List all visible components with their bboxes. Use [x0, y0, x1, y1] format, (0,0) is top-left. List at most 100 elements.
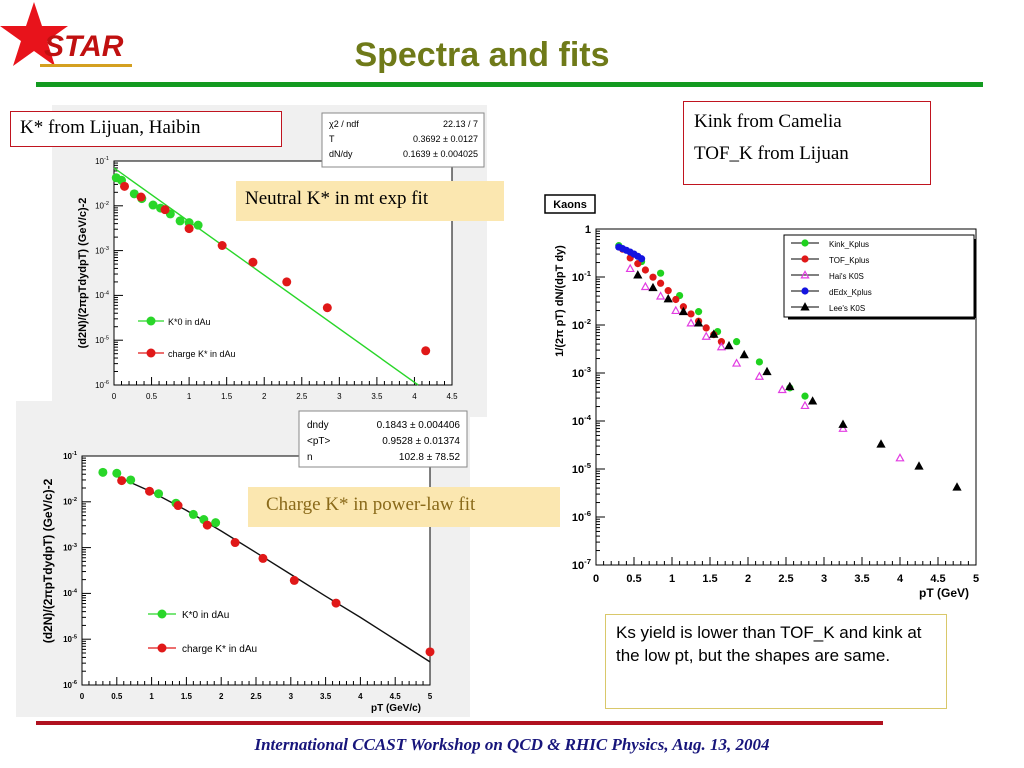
chart-1-series-0-point [148, 200, 158, 210]
chart-3-legend-marker [800, 302, 810, 311]
chart-3-series-1-point [649, 273, 657, 281]
chart-3-series-4-point [648, 282, 658, 292]
chart-3-series-2-point [701, 331, 711, 340]
chart-3-series-3-point [638, 255, 646, 263]
chart-1-ytick-label: 10-2 [95, 201, 109, 211]
chart-3-xtick-label: 0.5 [626, 573, 641, 585]
chart-2-ytick-label: 10-3 [63, 543, 77, 553]
chart-1-series-1-point [160, 205, 170, 215]
chart-1-xtick-label: 2.5 [296, 392, 308, 401]
note-box: Ks yield is lower than TOF_K and kink at… [605, 614, 947, 709]
label-kink-text: Kink from Camelia [694, 111, 842, 132]
chart-1-series-1-point [184, 224, 194, 234]
chart-2-series-0-point [188, 509, 198, 519]
chart-3-series-1-point [664, 287, 672, 295]
chart-3-legend-box [783, 234, 975, 318]
footer-text: International CCAST Workshop on QCD & RH… [254, 735, 770, 754]
chart-3-series-0-point [695, 308, 703, 316]
callout-neutral-kstar: Neutral K* in mt exp fit [236, 181, 504, 221]
chart-3-ytick-label: 10-4 [572, 413, 592, 428]
chart-2-series-1-point [258, 553, 268, 563]
chart-1-stat-label: χ2 / ndf [329, 119, 359, 129]
chart-3-xtick-label: 4.5 [930, 573, 945, 585]
chart-3-series-4-point [785, 381, 795, 391]
chart-2-series-1-point [202, 520, 212, 530]
chart-3-series-1-point [717, 338, 725, 346]
chart-1-legend-label: K*0 in dAu [168, 317, 211, 327]
chart-2-series-1-point [145, 486, 155, 496]
chart-1-legend-marker [146, 316, 156, 326]
chart-2-series-0-point [154, 489, 164, 499]
chart-1-fit-line [113, 167, 419, 386]
chart-3-series-4-point [762, 366, 772, 376]
chart-2-stat-value: 0.9528 ± 0.01374 [382, 436, 460, 447]
chart-3-title: Kaons [553, 199, 587, 211]
chart-3-legend-marker [800, 270, 810, 279]
chart-1-xtick-label: 0 [112, 392, 117, 401]
chart-1-series-1-point [282, 277, 292, 287]
chart-3-series-2-point [731, 358, 742, 367]
chart-3-series-4-point [663, 294, 673, 303]
chart-3-xtick-label: 3.5 [854, 573, 869, 585]
chart-2-xtick-label: 2 [219, 692, 224, 701]
logo-underline [40, 64, 132, 67]
chart-3-ytick-label: 10-1 [572, 269, 592, 284]
chart-2-series-1-point [289, 575, 299, 585]
chart-1-ylabel: (d2N)/(2πpTdydpT) (GeV/c)-2 [77, 198, 89, 349]
chart-2-stat-label: <pT> [307, 436, 331, 447]
chart-2-series-1-point [425, 647, 435, 657]
chart-1-series-0-point [193, 220, 203, 230]
chart-2-xlabel: pT (GeV/c) [371, 703, 421, 714]
chart-1-ytick-label: 10-5 [95, 335, 109, 345]
note-text: Ks yield is lower than TOF_K and kink at… [616, 623, 922, 665]
title-rule [36, 82, 983, 87]
label-kstar-source: K* from Lijuan, Haibin [10, 111, 282, 147]
label-tof-text: TOF_K from Lijuan [694, 143, 849, 164]
chart-3-series-1-point [679, 303, 687, 311]
chart-1-series-1-point [136, 192, 146, 202]
chart-2-xtick-label: 0.5 [111, 692, 123, 701]
chart-1-ytick-label: 10-6 [95, 380, 109, 390]
chart-1-ytick-label: 10-1 [95, 156, 109, 166]
chart-1-svg: 0 0.5 1 1.5 2 2.5 3 3.5 4 4.5 10-6 10-5 10-4 10-3 10-2… [77, 112, 485, 415]
chart-1-legend-marker [146, 348, 156, 358]
chart-3-series-0-point [733, 338, 741, 346]
chart-2-xtick-label: 5 [428, 692, 433, 701]
chart-3-series-0-point [755, 358, 763, 366]
chart-3-svg: 0 0.5 1 1.5 2 2.5 3 3.5 4 4.5 5 10-7 10-6 10-5 10-4 10-… [544, 194, 979, 600]
chart-3-legend-marker [801, 239, 809, 247]
chart-3-series-2-point [655, 291, 666, 300]
chart-3-series-2-point [671, 305, 681, 315]
chart-2-stat-value: 102.8 ± 78.52 [399, 452, 461, 463]
chart-3-legend-label: Lee's K0S [829, 304, 865, 313]
chart-2-series-1-point [173, 501, 183, 511]
chart-1-series-1-point [120, 181, 130, 191]
chart-3-xlabel: pT (GeV) [919, 586, 969, 600]
chart-2-series-0-point [112, 468, 122, 478]
star-logo: STAR [0, 0, 140, 80]
chart-3-series-1-point [634, 260, 642, 268]
chart-3-series-4-point [678, 306, 689, 316]
chart-3-series-1-point [641, 266, 649, 274]
chart-3-legend-label: TOF_Kplus [829, 256, 869, 265]
chart-2-stat-value: 0.1843 ± 0.004406 [377, 420, 461, 431]
chart-3-series-0-point [801, 392, 809, 400]
chart-1-statbox [321, 112, 485, 168]
page-title: Spectra and fits [354, 36, 610, 74]
chart-3-series-4-point [876, 439, 886, 448]
chart-1-xtick-label: 3 [337, 392, 342, 401]
chart-3-series-4-point [914, 461, 924, 470]
chart-1-stat-label: dN/dy [329, 149, 353, 159]
chart-2-ytick-label: 10-5 [63, 634, 77, 644]
chart-3-series-2-point [625, 263, 635, 273]
logo-text: STAR [44, 30, 124, 63]
chart-1-stat-value: 22.13 / 7 [443, 119, 478, 129]
callout-charge-text: Charge K* in power-law fit [266, 494, 476, 515]
chart-2-legend-marker [157, 643, 167, 653]
chart-1-stat-value: 0.1639 ± 0.004025 [403, 149, 478, 159]
chart-3-series-2-point [777, 384, 787, 394]
chart-3-series-4-point [807, 396, 818, 405]
chart-3-title-box [544, 194, 596, 214]
chart-3-legend-label: Kink_Kplus [829, 240, 869, 249]
callout-charge-kstar: Charge K* in power-law fit [248, 487, 560, 527]
